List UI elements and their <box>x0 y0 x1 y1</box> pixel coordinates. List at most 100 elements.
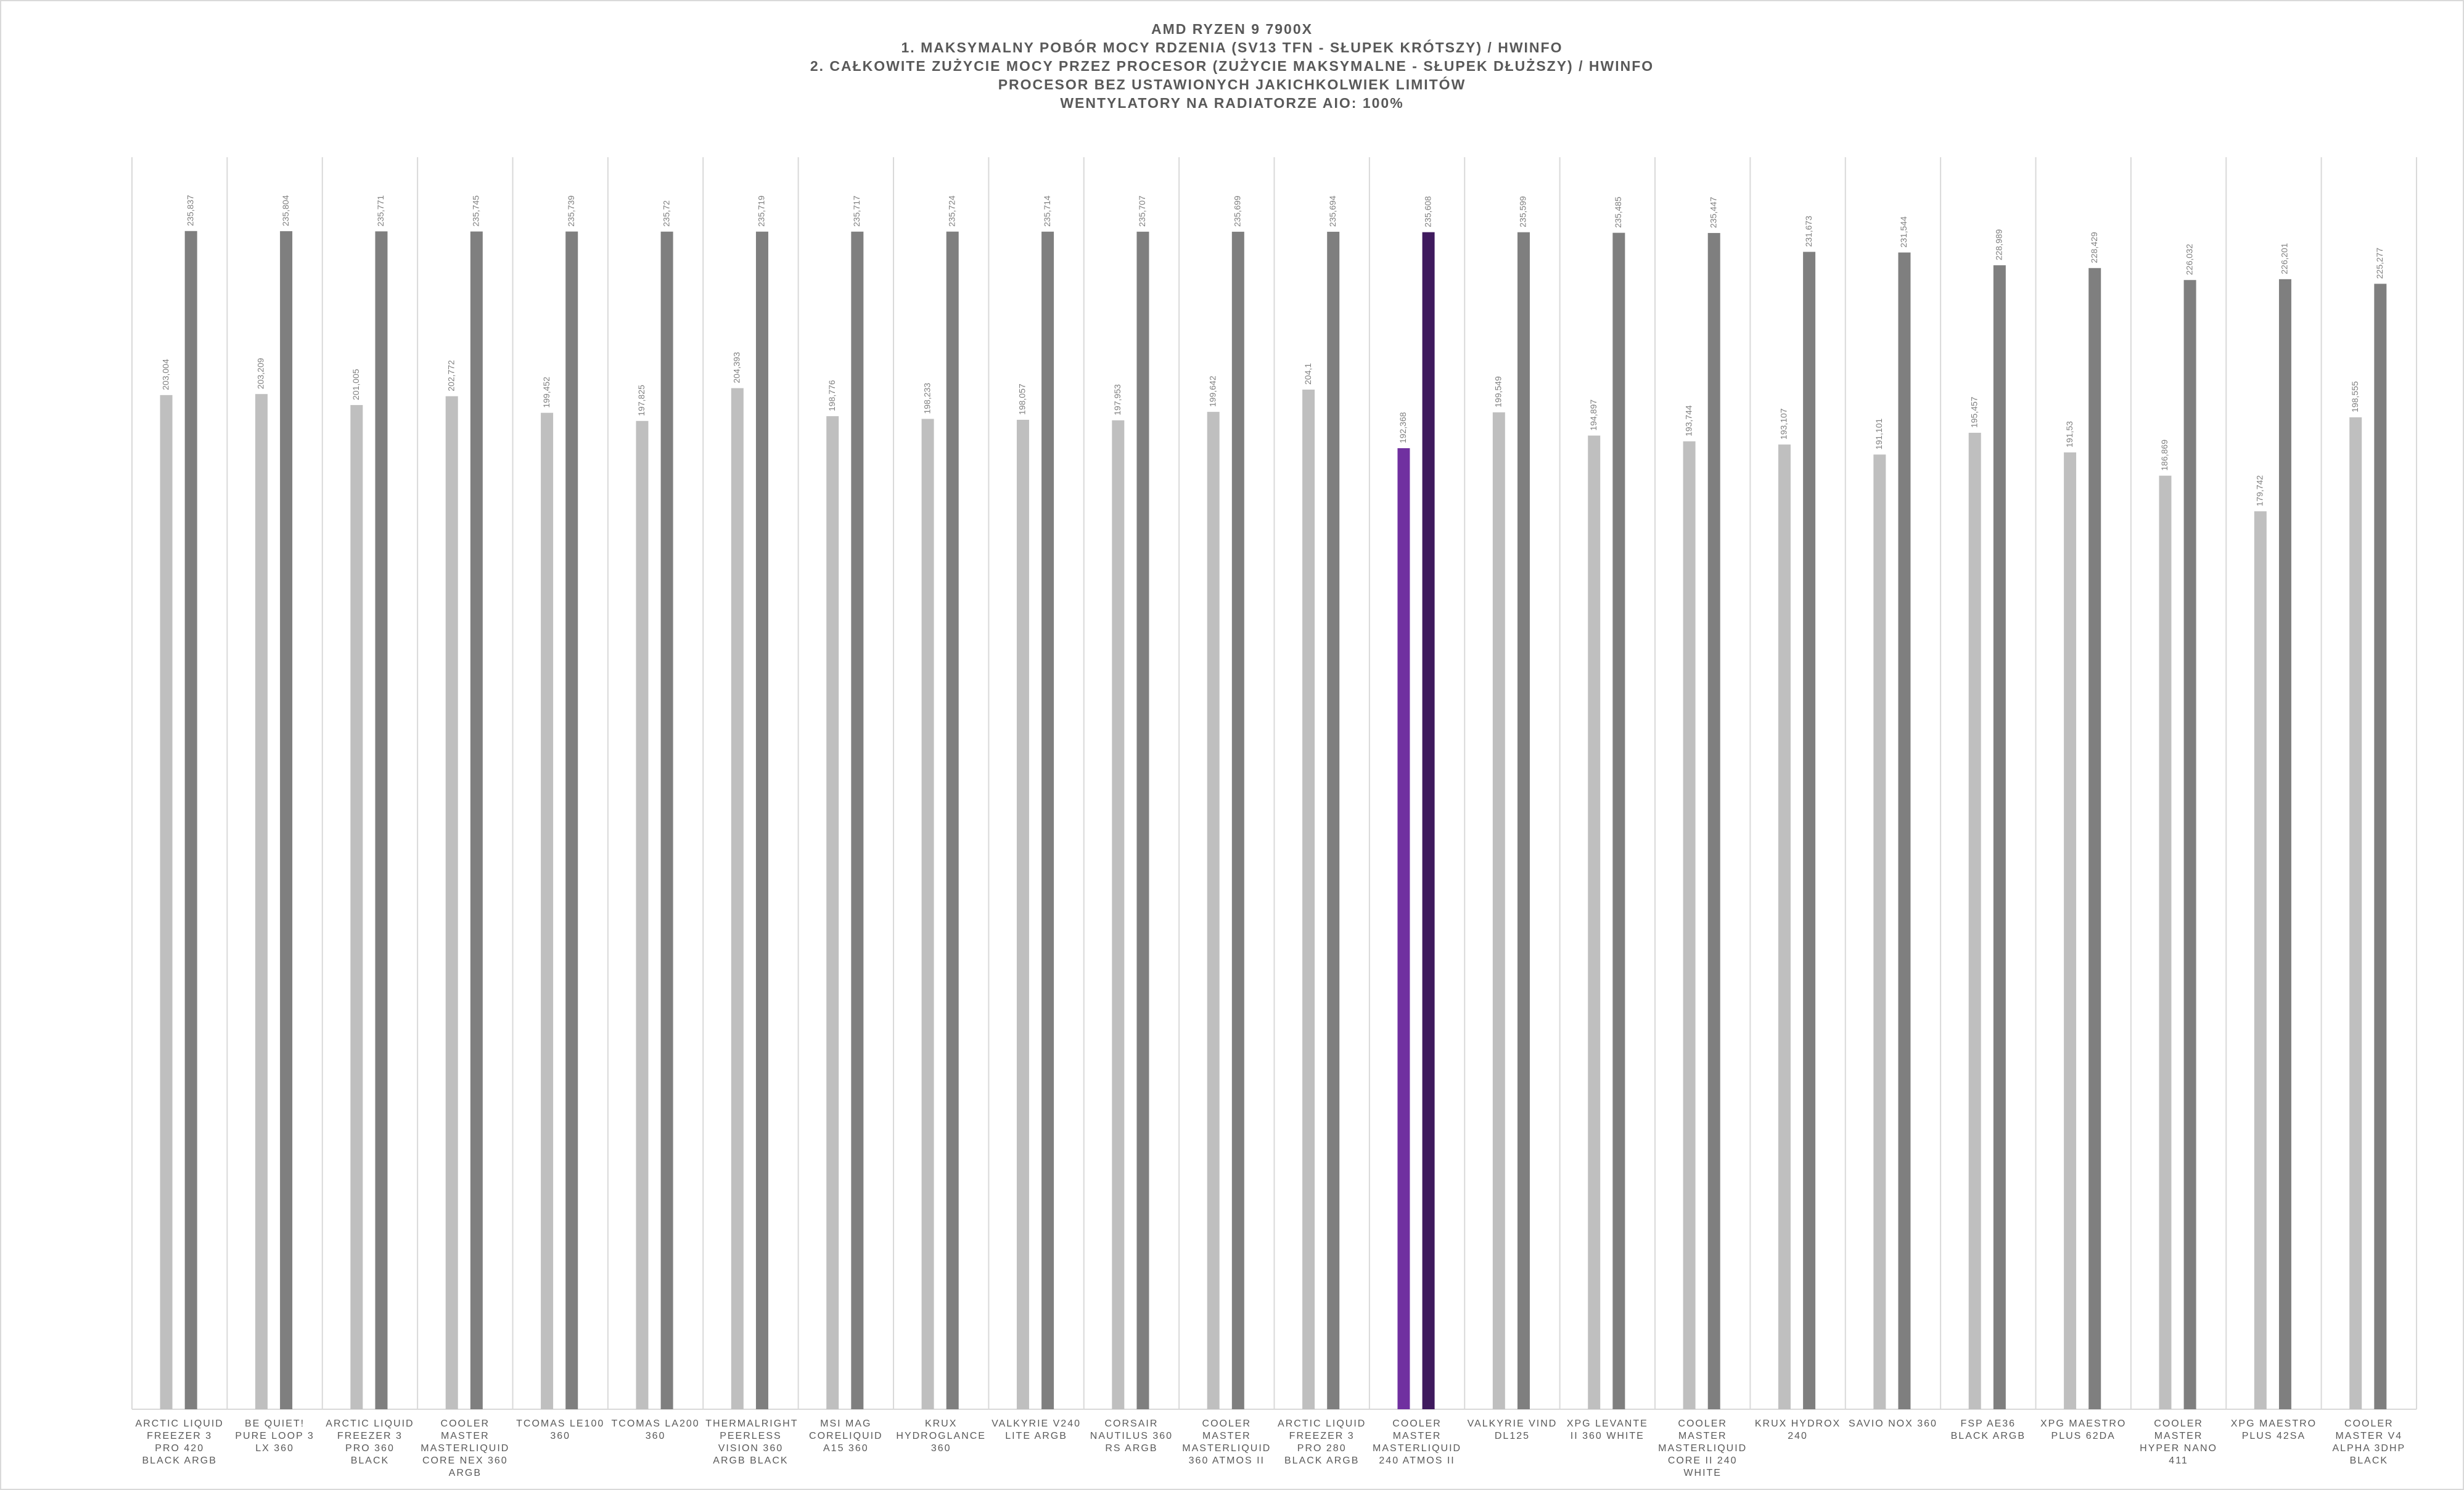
bar <box>2088 268 2101 1409</box>
bar <box>1422 232 1435 1409</box>
bar <box>1707 232 1720 1409</box>
bar <box>2254 511 2267 1409</box>
value-label: 191,101 <box>1874 418 1884 449</box>
x-tick-label: XPG MAESTRO PLUS 62DA <box>2040 1418 2127 1441</box>
value-label: 235,739 <box>566 195 576 227</box>
value-label: 235,694 <box>1328 195 1337 227</box>
value-label: 231,544 <box>1899 216 1908 248</box>
value-label: 199,642 <box>1207 375 1217 407</box>
value-label: 192,368 <box>1398 412 1408 443</box>
bar <box>1492 412 1505 1409</box>
bar <box>851 231 864 1410</box>
value-label: 186,869 <box>2159 440 2169 471</box>
bar <box>1683 441 1696 1409</box>
value-label: 179,742 <box>2255 475 2265 507</box>
bar <box>350 405 363 1410</box>
value-label: 198,555 <box>2350 381 2360 412</box>
x-tick-label: ARCTIC LIQUID FREEZER 3 PRO 360 BLACK <box>326 1418 414 1466</box>
value-label: 198,057 <box>1017 383 1027 415</box>
x-tick-label: XPG MAESTRO PLUS 42SA <box>2230 1418 2317 1441</box>
bar <box>255 394 268 1409</box>
bar <box>1803 252 1816 1410</box>
chart-title: AMD RYZEN 9 7900X 1. MAKSYMALNY POBÓR MOC… <box>0 20 2464 112</box>
value-label: 231,673 <box>1804 216 1813 247</box>
bar <box>1207 412 1220 1409</box>
bar <box>755 231 768 1410</box>
value-label: 235,72 <box>661 200 671 227</box>
value-label: 226,032 <box>2184 244 2194 275</box>
x-tick-label: THERMALRIGHT PEERLESS VISION 360 ARGB BL… <box>705 1418 799 1466</box>
value-label: 235,717 <box>852 195 861 227</box>
value-label: 235,837 <box>185 195 195 226</box>
bar <box>1778 444 1791 1410</box>
bar <box>946 231 959 1409</box>
x-tick-label: FSP AE36 BLACK ARGB <box>1950 1418 2026 1441</box>
x-tick-label: VALKYRIE V240 LITE ARGB <box>992 1418 1081 1441</box>
bar <box>1397 448 1410 1409</box>
bar <box>1231 231 1244 1410</box>
x-tick-label: BE QUIET! PURE LOOP 3 LX 360 <box>235 1418 314 1454</box>
bar <box>2159 475 2172 1409</box>
bar <box>541 412 554 1409</box>
value-label: 225,277 <box>2375 248 2384 279</box>
bar <box>2064 452 2077 1410</box>
x-tick-label: SAVIO NOX 360 <box>1848 1418 1937 1429</box>
bar <box>160 395 173 1409</box>
x-tick-label: ARCTIC LIQUID FREEZER 3 PRO 420 BLACK AR… <box>135 1418 224 1466</box>
value-label: 235,714 <box>1042 195 1052 227</box>
x-tick-label: COOLER MASTER HYPER NANO 411 <box>2140 1418 2217 1466</box>
bar <box>1517 232 1530 1410</box>
value-label: 204,393 <box>732 352 742 383</box>
value-label: 191,53 <box>2064 421 2074 448</box>
bar <box>2349 417 2362 1409</box>
value-label: 201,005 <box>351 369 361 400</box>
bar <box>921 419 934 1409</box>
value-label: 226,201 <box>2280 243 2289 274</box>
value-label: 235,771 <box>376 195 385 226</box>
value-label: 198,233 <box>922 383 932 414</box>
value-label: 235,485 <box>1613 197 1623 228</box>
x-tick-label: MSI MAG CORELIQUID A15 360 <box>809 1418 883 1454</box>
title-line: AMD RYZEN 9 7900X <box>1151 21 1313 37</box>
bar <box>1016 419 1029 1409</box>
value-label: 235,719 <box>757 195 766 227</box>
value-label: 204,1 <box>1303 363 1313 385</box>
value-label: 193,107 <box>1779 408 1789 440</box>
value-label: 235,707 <box>1137 195 1147 227</box>
value-label: 203,004 <box>160 359 170 390</box>
bar <box>2278 279 2291 1410</box>
value-label: 235,724 <box>947 195 956 227</box>
value-label: 203,209 <box>256 358 266 389</box>
bar <box>1898 252 1911 1410</box>
value-label: 228,989 <box>1994 229 2004 260</box>
x-tick-label: VALKYRIE VIND DL125 <box>1467 1418 1558 1441</box>
bar <box>2183 280 2196 1409</box>
value-label: 235,699 <box>1233 195 1242 227</box>
x-tick-label: KRUX HYDROX 240 <box>1754 1418 1841 1441</box>
x-tick-label: TCOMAS LE100 360 <box>516 1418 605 1441</box>
x-tick-label: XPG LEVANTE II 360 WHITE <box>1566 1418 1648 1441</box>
value-label: 199,452 <box>541 377 551 408</box>
bar <box>375 231 388 1410</box>
x-tick-label: COOLER MASTER V4 ALPHA 3DHP BLACK <box>2332 1418 2406 1466</box>
x-tick-label: TCOMAS LA200 360 <box>611 1418 700 1441</box>
value-label: 198,776 <box>827 380 837 411</box>
value-label: 235,599 <box>1518 196 1528 227</box>
bar <box>826 416 839 1409</box>
title-line: WENTYLATORY NA RADIATORZE AIO: 100% <box>1060 95 1404 111</box>
bar <box>1993 265 2006 1409</box>
bar <box>636 420 649 1409</box>
bar <box>1588 435 1601 1409</box>
bar <box>1136 231 1149 1410</box>
bar <box>1302 389 1315 1409</box>
value-label: 202,772 <box>446 360 456 391</box>
bar <box>1612 232 1625 1410</box>
value-label: 228,429 <box>2089 232 2099 263</box>
value-label: 195,457 <box>1969 396 1979 428</box>
x-tick-label: COOLER MASTER MASTERLIQUID CORE NEX 360 … <box>421 1418 510 1478</box>
value-label: 197,825 <box>636 385 646 416</box>
value-label: 235,745 <box>471 195 481 227</box>
value-label: 199,549 <box>1493 376 1503 407</box>
